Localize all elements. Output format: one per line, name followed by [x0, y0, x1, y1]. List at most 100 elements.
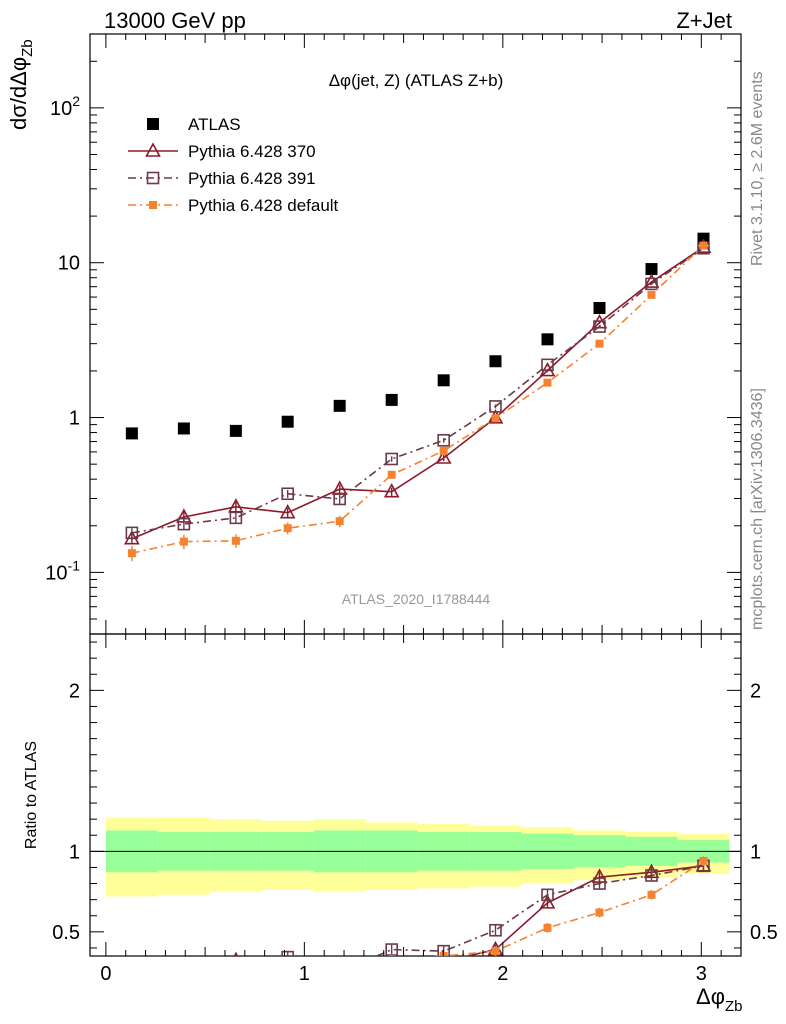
data-point	[284, 975, 292, 983]
data-point	[647, 290, 656, 299]
legend-item: ATLAS	[147, 115, 241, 134]
data-point	[333, 959, 346, 971]
data-point	[541, 888, 554, 902]
data-point	[595, 339, 604, 348]
data-point	[128, 981, 136, 989]
data-point	[230, 963, 241, 974]
data-point	[126, 970, 137, 981]
ratio-panel: 0.5 0.5 1 1 2 2 0 1 2 3 Ratio to ATLAS ΔφZb	[23, 633, 778, 1015]
plot-header-right: Z+Jet	[676, 8, 732, 33]
data-point	[177, 422, 190, 435]
data-point	[232, 977, 240, 985]
ratio-series-pythia-6-428-default	[128, 856, 708, 989]
data-point	[543, 923, 552, 932]
data-point	[437, 374, 450, 387]
series-line	[131, 246, 704, 540]
data-point	[437, 944, 450, 956]
data-point	[333, 492, 346, 506]
data-point	[125, 427, 138, 440]
series-line	[131, 245, 705, 554]
x-tick-label: 0	[100, 963, 111, 985]
data-point	[387, 955, 396, 956]
data-point	[333, 399, 346, 412]
data-point	[489, 355, 502, 368]
data-point	[125, 526, 139, 540]
data-point	[180, 978, 188, 986]
data-point	[595, 908, 604, 917]
series-atlas	[125, 232, 710, 440]
data-point	[281, 415, 294, 428]
ratio-y-tick-label-right: 1	[750, 841, 761, 863]
data-point	[149, 201, 157, 209]
data-point	[383, 483, 400, 498]
data-point	[177, 517, 191, 531]
data-point	[539, 894, 556, 909]
x-tick-label: 2	[497, 963, 508, 985]
data-point	[334, 967, 345, 978]
main-y-axis-label: dσ/dΔφZb	[6, 39, 36, 130]
x-tick-label: 1	[299, 963, 310, 985]
ratio-y-tick-label: 0.5	[52, 922, 80, 944]
series-line	[431, 860, 704, 956]
ratio-y-axis-label: Ratio to ATLAS	[23, 741, 40, 849]
plot-header-left: 13000 GeV pp	[104, 8, 246, 33]
data-point	[178, 968, 189, 979]
ratio-y-ticks: 0.5 0.5 1 1 2 2	[52, 641, 778, 949]
data-point	[177, 962, 190, 974]
ratio-y-tick-label-right: 2	[750, 680, 761, 702]
data-point	[645, 869, 658, 882]
main-series	[124, 232, 712, 562]
series-pythia-6-428-391	[125, 241, 710, 540]
svg-text:ΔφZb: ΔφZb	[696, 984, 742, 1015]
data-point	[127, 549, 136, 558]
legend-item: Pythia 6.428 370	[128, 142, 316, 161]
series-line	[374, 865, 704, 956]
data-point	[125, 972, 138, 984]
legend-label: Pythia 6.428 default	[188, 196, 339, 215]
data-point	[145, 142, 161, 157]
data-point	[699, 857, 708, 866]
data-point	[489, 400, 502, 413]
data-point	[435, 449, 452, 464]
data-point	[146, 171, 160, 185]
data-point	[593, 877, 606, 890]
data-point	[647, 890, 656, 899]
series-pythia-6-428-370	[124, 238, 712, 545]
data-point	[699, 241, 708, 250]
data-point	[543, 378, 552, 387]
data-point	[385, 452, 398, 466]
ratio-frame	[89, 633, 742, 957]
x-axis-label: ΔφZb	[696, 984, 742, 1015]
legend-item: Pythia 6.428 391	[128, 169, 316, 188]
series-pythia-6-428-default	[127, 241, 708, 562]
ratio-series	[125, 856, 712, 989]
main-x-ticks	[105, 34, 742, 634]
x-tick-label: 3	[696, 963, 707, 985]
data-point	[279, 503, 296, 519]
ratio-y-tick-label: 2	[69, 680, 80, 702]
data-point	[283, 524, 292, 533]
data-point	[387, 470, 396, 479]
data-point	[645, 263, 658, 276]
data-point	[439, 446, 448, 455]
main-y-ticks: 10-1 1 10 102	[45, 33, 741, 635]
data-point	[645, 277, 658, 291]
main-y-tick-label: 1	[69, 408, 80, 430]
data-point	[491, 947, 500, 956]
rivet-label: Rivet 3.1.10, ≥ 2.6M events	[749, 71, 766, 266]
data-point	[491, 414, 500, 423]
main-title: Δφ(jet, Z) (ATLAS Z+b)	[329, 71, 504, 90]
legend-item: Pythia 6.428 default	[128, 196, 339, 215]
data-point	[437, 433, 450, 447]
ratio-y-tick-label: 1	[69, 841, 80, 863]
data-point	[335, 517, 344, 526]
series-line	[131, 247, 704, 534]
ratio-y-tick-label-right: 0.5	[750, 922, 778, 944]
svg-text:dσ/dΔφZb: dσ/dΔφZb	[6, 39, 36, 130]
mcplots-label: mcplots.cern.ch [arXiv:1306.3436]	[749, 388, 766, 630]
data-point	[233, 951, 239, 956]
data-point	[281, 487, 294, 501]
data-point	[593, 301, 606, 314]
ratio-bands	[105, 817, 730, 897]
